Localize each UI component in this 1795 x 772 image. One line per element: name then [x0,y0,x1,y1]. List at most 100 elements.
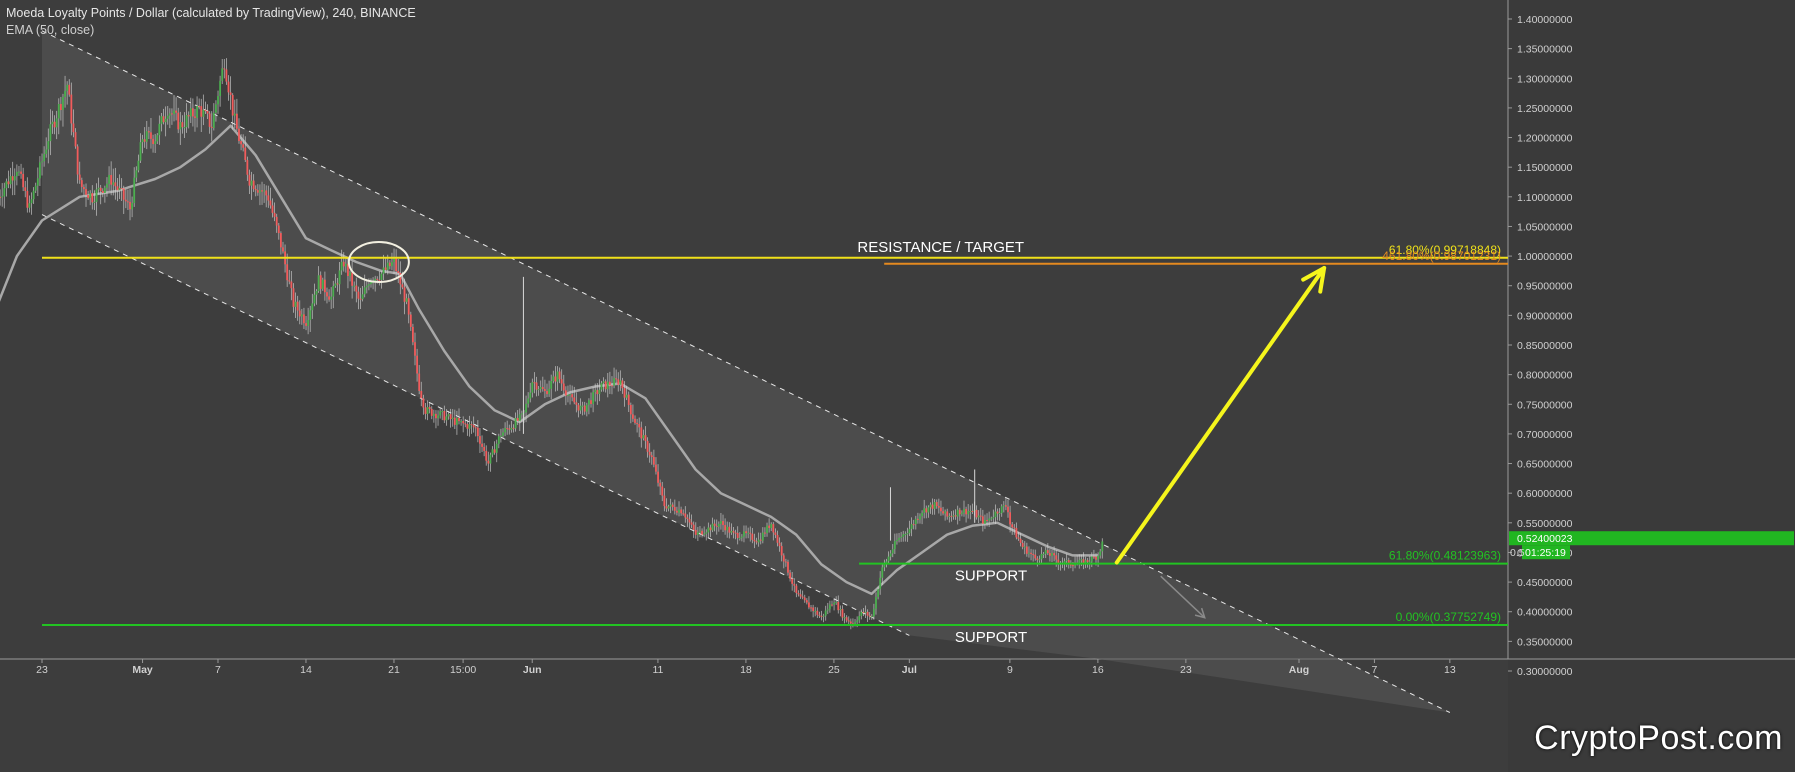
candle[interactable] [269,187,272,209]
candle[interactable] [623,381,626,407]
candle[interactable] [738,532,741,541]
candle[interactable] [680,506,683,516]
candle[interactable] [30,192,33,215]
candle[interactable] [80,177,83,193]
candle[interactable] [910,517,913,537]
candle[interactable] [757,532,760,547]
candle[interactable] [361,285,364,302]
candle[interactable] [290,270,293,301]
candle[interactable] [646,437,649,458]
candle[interactable] [642,429,645,441]
candle[interactable] [625,385,628,401]
candle[interactable] [541,376,544,392]
candle[interactable] [428,402,431,414]
candle[interactable] [1051,549,1053,563]
candle[interactable] [877,586,879,600]
candle[interactable] [678,501,680,517]
candle[interactable] [208,111,211,134]
candle[interactable] [127,189,129,211]
candle[interactable] [395,249,398,280]
candle[interactable] [600,380,603,392]
candle[interactable] [263,184,266,203]
candle[interactable] [36,167,39,197]
candle[interactable] [948,513,951,523]
candle[interactable] [944,509,947,521]
candle[interactable] [135,166,138,183]
last-price-tag[interactable] [1509,531,1794,546]
candle[interactable] [231,93,234,130]
candle[interactable] [602,377,605,392]
candle[interactable] [288,269,291,285]
candle[interactable] [720,512,722,530]
candle[interactable] [466,419,469,436]
candle[interactable] [300,308,303,325]
candle[interactable] [407,293,410,324]
candle[interactable] [709,524,712,538]
candle[interactable] [483,443,486,457]
candle[interactable] [114,167,117,200]
candle[interactable] [1034,549,1037,561]
candle[interactable] [72,109,75,138]
candle[interactable] [24,180,27,198]
candle[interactable] [432,409,435,423]
candle[interactable] [91,185,94,210]
candle[interactable] [286,253,289,287]
candle[interactable] [344,258,347,273]
candle[interactable] [782,553,785,569]
candle[interactable] [212,103,215,131]
candle[interactable] [535,376,538,397]
candle[interactable] [539,380,542,393]
candle[interactable] [1015,522,1018,540]
candle[interactable] [78,161,81,184]
candle[interactable] [740,534,743,542]
candle[interactable] [787,559,789,576]
candle[interactable] [774,528,777,539]
candle[interactable] [621,377,624,394]
candle[interactable] [166,105,169,125]
candle[interactable] [896,533,898,545]
candle[interactable] [147,126,150,140]
candle[interactable] [179,111,182,145]
candle[interactable] [967,504,970,519]
candle[interactable] [784,558,787,567]
candle[interactable] [751,527,754,544]
candle[interactable] [673,499,676,515]
candle[interactable] [7,170,10,189]
candle[interactable] [573,386,576,405]
candle[interactable] [560,369,563,391]
candle[interactable] [116,177,119,202]
candle[interactable] [93,190,96,211]
candle[interactable] [669,498,672,514]
candle[interactable] [994,504,997,525]
candle[interactable] [200,98,203,133]
candle[interactable] [468,415,471,437]
candle[interactable] [15,164,18,186]
candle[interactable] [282,241,284,254]
candle[interactable] [319,271,322,294]
candle[interactable] [514,412,517,432]
candle[interactable] [235,98,238,131]
candle[interactable] [479,427,481,453]
candle[interactable] [62,93,64,127]
candle[interactable] [321,277,324,291]
candle[interactable] [933,499,936,515]
candle[interactable] [131,196,134,218]
candle[interactable] [975,505,978,520]
channel-upper-line[interactable] [41,30,1451,713]
candle[interactable] [634,415,636,425]
candle[interactable] [332,280,335,309]
candle[interactable] [378,271,381,286]
candle[interactable] [194,108,196,132]
candle[interactable] [537,385,540,396]
candle[interactable] [931,498,934,515]
candle[interactable] [730,523,733,535]
candle[interactable] [992,509,995,523]
candle[interactable] [277,222,280,240]
candle[interactable] [824,605,827,621]
candle[interactable] [969,505,972,520]
ema-50-line[interactable] [0,124,1098,596]
candle[interactable] [801,590,804,600]
candle[interactable] [351,261,354,299]
candle[interactable] [858,611,861,624]
candle[interactable] [47,128,50,164]
